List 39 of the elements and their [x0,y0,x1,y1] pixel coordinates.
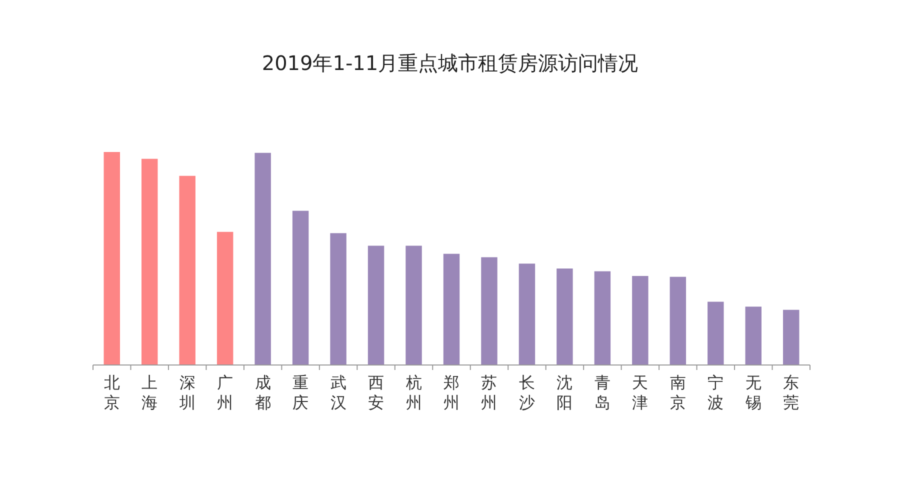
bar [216,232,234,365]
x-tick-label: 重庆 [292,373,309,412]
bar [783,310,800,365]
bar [745,306,762,365]
x-tick-label: 东莞 [783,373,800,412]
bar [368,246,384,365]
x-tick-label: 成都 [254,373,271,412]
x-tick-label: 天津 [632,373,648,412]
bar [556,268,573,365]
x-tick-label: 北京 [104,373,120,412]
bar [141,158,158,365]
x-tick-label: 沈阳 [556,373,573,412]
bar [632,276,648,365]
bar [292,210,309,365]
bar [443,254,460,365]
chart-title: 2019年1-11月重点城市租赁房源访问情况 [262,51,638,75]
x-tick-label: 广州 [217,373,234,412]
x-tick-label: 无锡 [744,373,762,412]
x-tick-label: 南京 [670,373,686,412]
bar [179,176,196,365]
bar [594,271,611,365]
bar [254,152,271,365]
x-tick-label: 武汉 [330,373,346,412]
bar [481,257,498,365]
x-tick-label: 宁波 [708,373,724,412]
x-tick-label: 上海 [142,373,158,412]
x-tick-label: 长沙 [518,373,535,412]
x-tick-label: 青岛 [594,373,610,412]
bar [406,246,422,365]
bar [330,233,346,365]
x-tick-label: 深圳 [178,373,196,412]
bar [104,152,120,365]
x-tick-label: 郑州 [444,373,460,412]
bar [518,264,536,365]
x-tick-label: 苏州 [481,373,498,412]
bar [670,276,686,365]
bar [708,302,724,365]
x-tick-label: 西安 [368,373,384,412]
x-tick-label: 杭州 [404,373,422,412]
